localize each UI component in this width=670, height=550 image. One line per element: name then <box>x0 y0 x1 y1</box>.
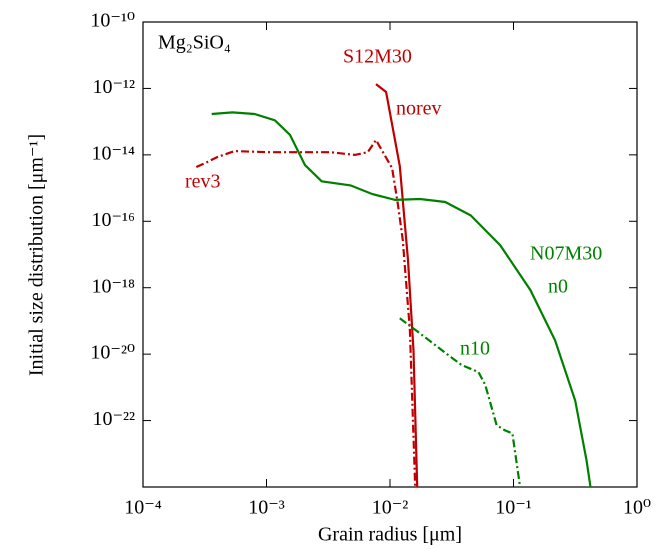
y-tick-label: 10⁻²² <box>92 408 135 430</box>
y-tick-label: 10⁻¹⁴ <box>91 142 135 164</box>
x-tick-label: 10⁻¹ <box>495 497 532 519</box>
y-tick-label: 10⁻¹⁰ <box>90 10 135 32</box>
y-axis-label: Initial size distribution [μm⁻¹] <box>26 134 48 376</box>
x-tick-label: 10⁻³ <box>248 497 285 519</box>
y-tick-label: 10⁻¹² <box>92 76 135 98</box>
x-tick-label: 10⁻⁴ <box>124 497 162 519</box>
line-series <box>375 83 419 487</box>
x-axis-label: Grain radius [μm] <box>318 524 462 546</box>
y-tick-label: 10⁻²⁰ <box>90 342 135 364</box>
series-label: n10 <box>460 338 490 360</box>
y-tick-label: 10⁻¹⁸ <box>91 275 135 297</box>
y-tick-label: 10⁻¹⁶ <box>91 209 135 231</box>
annotation: Mg₂SiO₄ <box>158 32 231 54</box>
line-series <box>399 317 522 487</box>
series-label: norev <box>396 98 442 120</box>
series-label: rev3 <box>185 171 221 193</box>
line-series <box>195 137 417 487</box>
line-series <box>211 111 592 487</box>
x-tick-label: 10⁻² <box>372 497 409 519</box>
annotation: N07M30 <box>530 243 602 265</box>
annotation: S12M30 <box>343 46 412 68</box>
x-tick-label: 10⁰ <box>623 497 651 519</box>
series-label: n0 <box>548 276 568 298</box>
